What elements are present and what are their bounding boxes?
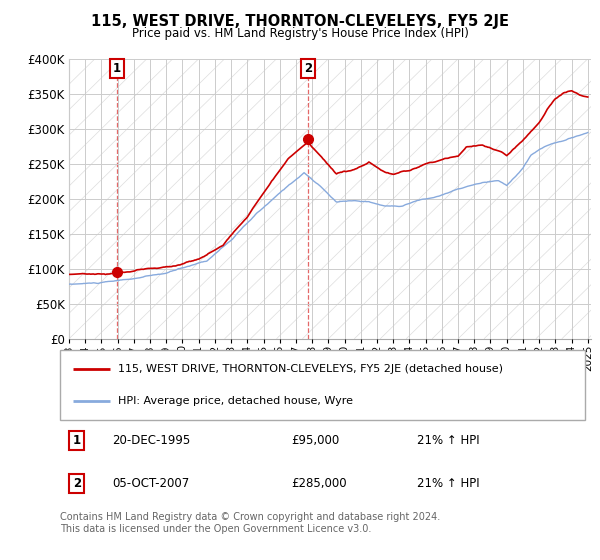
Text: 1: 1 xyxy=(73,434,81,447)
Text: 2: 2 xyxy=(73,477,81,490)
Text: 2: 2 xyxy=(304,62,313,75)
Text: 21% ↑ HPI: 21% ↑ HPI xyxy=(417,434,479,447)
Text: £285,000: £285,000 xyxy=(291,477,347,490)
Text: 115, WEST DRIVE, THORNTON-CLEVELEYS, FY5 2JE (detached house): 115, WEST DRIVE, THORNTON-CLEVELEYS, FY5… xyxy=(118,364,503,374)
Text: Price paid vs. HM Land Registry's House Price Index (HPI): Price paid vs. HM Land Registry's House … xyxy=(131,27,469,40)
Text: 115, WEST DRIVE, THORNTON-CLEVELEYS, FY5 2JE: 115, WEST DRIVE, THORNTON-CLEVELEYS, FY5… xyxy=(91,14,509,29)
Text: Contains HM Land Registry data © Crown copyright and database right 2024.
This d: Contains HM Land Registry data © Crown c… xyxy=(60,512,440,534)
Text: 05-OCT-2007: 05-OCT-2007 xyxy=(113,477,190,490)
Text: £95,000: £95,000 xyxy=(291,434,339,447)
FancyBboxPatch shape xyxy=(60,350,585,420)
Text: 1: 1 xyxy=(113,62,121,75)
Text: HPI: Average price, detached house, Wyre: HPI: Average price, detached house, Wyre xyxy=(118,396,353,406)
Text: 20-DEC-1995: 20-DEC-1995 xyxy=(113,434,191,447)
Text: 21% ↑ HPI: 21% ↑ HPI xyxy=(417,477,479,490)
